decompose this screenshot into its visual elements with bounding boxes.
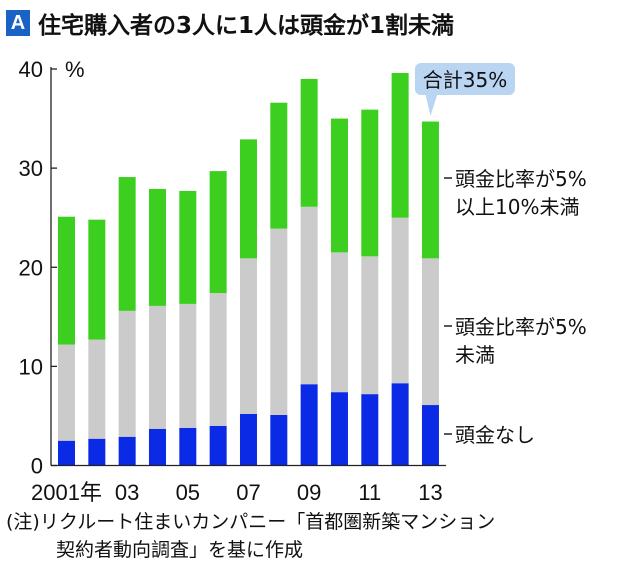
y-unit-label: % xyxy=(65,57,85,82)
bar-segment-2002-s1 xyxy=(88,339,106,439)
bar-segment-2001-s2 xyxy=(58,216,75,345)
bar-segment-2009-s0 xyxy=(300,384,318,466)
x-tick-label: 05 xyxy=(176,480,200,505)
bar-segment-2004-s1 xyxy=(148,305,166,429)
bar-segment-2005-s2 xyxy=(179,190,197,304)
chart-title: A 住宅購入者の3人に1人は頭金が1割未満 xyxy=(6,6,454,40)
bar-segment-2004-s2 xyxy=(148,188,166,306)
bar-segment-2005-s0 xyxy=(179,427,197,466)
bar-segment-2008-s0 xyxy=(270,414,288,466)
bar-segment-2009-s1 xyxy=(300,206,318,385)
bar-segment-2010-s2 xyxy=(330,118,348,253)
bar-segment-2012-s2 xyxy=(391,72,409,218)
bar-segment-2006-s0 xyxy=(209,425,227,466)
bar-segment-2010-s0 xyxy=(330,392,348,466)
source-note: (注)リクルート住まいカンパニー「首都圏新築マンション 契約者動向調査」を基に作… xyxy=(6,508,495,564)
y-tick-label: 0 xyxy=(31,454,43,479)
y-tick-label: 30 xyxy=(19,156,43,181)
y-tick-label: 40 xyxy=(19,57,43,82)
bar-segment-2003-s1 xyxy=(118,310,136,437)
bar-segment-2001-s1 xyxy=(58,344,75,441)
x-tick-label: 07 xyxy=(236,480,260,505)
bar-segment-2002-s2 xyxy=(88,219,106,340)
y-tick-label: 10 xyxy=(19,354,43,379)
bar-segment-2006-s2 xyxy=(209,171,227,294)
x-tick-label: 2001年 xyxy=(31,480,102,505)
bar-segment-2013-s0 xyxy=(421,405,439,466)
x-tick-label: 13 xyxy=(418,480,442,505)
bar-segment-2003-s2 xyxy=(118,177,136,311)
bar-segment-2011-s1 xyxy=(361,256,379,395)
legend-label: 未満 xyxy=(455,343,495,367)
bar-segment-2010-s1 xyxy=(330,252,348,393)
callout-bubble xyxy=(415,63,515,95)
legend-label: 以上10%未満 xyxy=(455,195,579,219)
bar-segment-2003-s0 xyxy=(118,436,136,466)
bar-segment-2011-s2 xyxy=(361,109,379,257)
bar-segment-2008-s1 xyxy=(270,228,288,415)
bar-segment-2011-s0 xyxy=(361,394,379,466)
callout-pointer xyxy=(425,94,438,116)
bar-segment-2007-s0 xyxy=(239,413,257,466)
x-tick-label: 09 xyxy=(297,480,321,505)
x-tick-label: 03 xyxy=(115,480,139,505)
callout-text: 合計35% xyxy=(423,68,507,92)
bar-segment-2002-s0 xyxy=(88,438,106,466)
legend-label: 頭金比率が5% xyxy=(455,167,587,191)
figure-badge: A xyxy=(6,10,30,36)
bar-segment-2008-s2 xyxy=(270,102,288,229)
bar-segment-2013-s1 xyxy=(421,258,439,406)
bar-segment-2004-s0 xyxy=(148,428,166,466)
bar-segment-2001-s0 xyxy=(58,440,75,466)
note-line-1: (注)リクルート住まいカンパニー「首都圏新築マンション xyxy=(6,511,496,533)
bar-segment-2012-s0 xyxy=(391,383,409,466)
note-line-2: 契約者動向調査」を基に作成 xyxy=(56,539,304,561)
bar-segment-2006-s1 xyxy=(209,293,227,426)
bar-segment-2012-s1 xyxy=(391,217,409,384)
bar-segment-2007-s1 xyxy=(239,258,257,414)
legend-label: 頭金比率が5% xyxy=(455,315,587,339)
bar-segment-2007-s2 xyxy=(239,139,257,259)
title-text: 住宅購入者の3人に1人は頭金が1割未満 xyxy=(38,13,455,39)
legend-label: 頭金なし xyxy=(455,423,535,447)
bar-segment-2013-s2 xyxy=(421,121,439,259)
bar-segment-2009-s2 xyxy=(300,78,318,207)
bar-segment-2005-s1 xyxy=(179,303,197,428)
y-tick-label: 20 xyxy=(19,255,43,280)
x-tick-label: 11 xyxy=(358,480,381,505)
